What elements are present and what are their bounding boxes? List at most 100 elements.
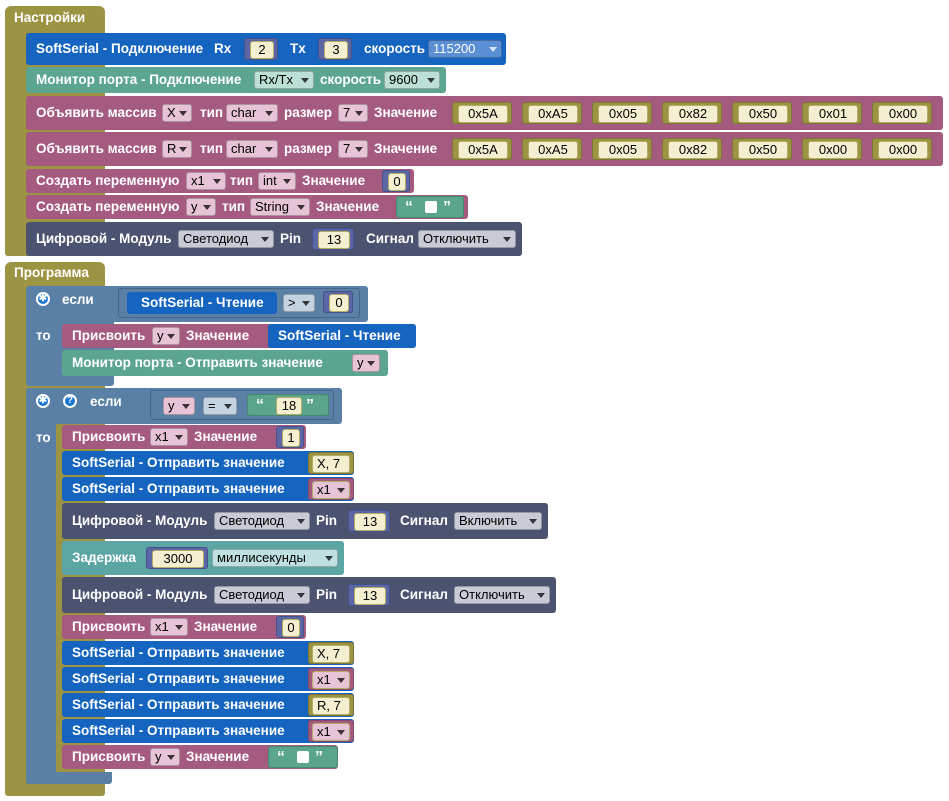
array-r-value-3[interactable]: 0x82 [662,138,722,160]
array-r-value-5-input[interactable]: 0x00 [808,141,858,159]
gear-icon[interactable]: ✱ [36,394,50,408]
assign-value-input[interactable]: 1 [282,429,300,447]
softserial-send-block[interactable]: SoftSerial - Отправить значение R, 7 [62,693,354,717]
array-x-value-4[interactable]: 0x50 [732,102,792,124]
if1-read-block[interactable]: SoftSerial - Чтение [127,292,277,314]
digital-pin-block[interactable]: 13 [348,510,390,532]
send-var-dropdown[interactable]: x1 [312,671,350,689]
assign-value-block[interactable]: 0 [276,616,304,638]
assign-x1-block[interactable]: Присвоить x1 Значение 1 [62,425,306,449]
send-value-input[interactable]: R, 7 [312,697,350,715]
if2-text-input[interactable]: 18 [276,397,302,415]
digital-pin-input[interactable]: 13 [354,513,386,531]
array-x-value-0-input[interactable]: 0x5A [458,105,508,123]
send-value-block[interactable]: X, 7 [308,452,354,474]
var-y-text-block[interactable]: “ ” [396,196,464,218]
var-x1-name-dropdown[interactable]: x1 [186,172,226,190]
if1-operator-dropdown[interactable]: > [283,294,315,312]
array-r-value-3-input[interactable]: 0x82 [668,141,718,159]
softserial-speed-dropdown[interactable]: 115200 [428,40,502,58]
empty-text-field[interactable] [425,201,437,213]
digital-block[interactable]: Цифровой - Модуль Светодиод Pin 13 Сигна… [62,503,548,539]
array-x-type-dropdown[interactable]: char [226,104,278,122]
digital-setup-pin-input[interactable]: 13 [318,231,350,249]
digital-block[interactable]: Цифровой - Модуль Светодиод Pin 13 Сигна… [62,577,556,613]
send-var-block[interactable]: x1 [308,720,354,742]
array-r-size-dropdown[interactable]: 7 [338,140,368,158]
assign-var-dropdown[interactable]: x1 [150,618,188,636]
softserial-send-block[interactable]: SoftSerial - Отправить значение X, 7 [62,641,354,665]
array-x-value-4-input[interactable]: 0x50 [738,105,788,123]
array-r-value-4-input[interactable]: 0x50 [738,141,788,159]
assign-text-block[interactable]: “ ” [268,746,338,768]
array-r-value-0[interactable]: 0x5A [452,138,512,160]
array-x-value-3[interactable]: 0x82 [662,102,722,124]
array-r-value-2-input[interactable]: 0x05 [598,141,648,159]
array-r-value-4[interactable]: 0x50 [732,138,792,160]
array-r-value-6[interactable]: 0x00 [872,138,932,160]
array-r-name-dropdown[interactable]: R [162,140,192,158]
array-x-value-5-input[interactable]: 0x01 [808,105,858,123]
array-x-value-2-input[interactable]: 0x05 [598,105,648,123]
digital-module-dropdown[interactable]: Светодиод [214,586,310,604]
array-x-value-2[interactable]: 0x05 [592,102,652,124]
digital-setup-module-dropdown[interactable]: Светодиод [178,230,274,248]
empty-text-field[interactable] [297,751,309,763]
array-r-block[interactable]: Объявить массив R тип char размер 7 Знач… [26,132,943,166]
array-r-value-1-input[interactable]: 0xA5 [528,141,578,159]
digital-setup-block[interactable]: Цифровой - Модуль Светодиод Pin 13 Сигна… [26,222,522,256]
gear-icon[interactable]: ✱ [36,292,50,306]
tx-value-input[interactable]: 3 [324,41,348,59]
digital-setup-signal-dropdown[interactable]: Отключить [418,230,516,248]
assign-value-block[interactable]: 1 [276,426,304,448]
digital-setup-pin-block[interactable]: 13 [312,228,354,250]
if1-assign-block[interactable]: Присвоить y Значение SoftSerial - Чтение [62,324,416,348]
array-x-value-0[interactable]: 0x5A [452,102,512,124]
array-x-value-6-input[interactable]: 0x00 [878,105,928,123]
if1-compare-block[interactable]: SoftSerial - Чтение > 0 [118,288,360,318]
if1-monitor-send-block[interactable]: Монитор порта - Отправить значение y [62,350,388,376]
var-y-name-dropdown[interactable]: y [186,198,216,216]
send-var-dropdown[interactable]: x1 [312,723,350,741]
digital-pin-block[interactable]: 13 [348,584,390,606]
help-icon[interactable]: ? [63,394,77,408]
assign-x1-block[interactable]: Присвоить x1 Значение 0 [62,615,306,639]
send-var-dropdown[interactable]: x1 [312,481,350,499]
digital-pin-input[interactable]: 13 [354,587,386,605]
if2-text-block[interactable]: “ 18 ” [247,394,329,416]
array-r-value-5[interactable]: 0x00 [802,138,862,160]
var-y-type-dropdown[interactable]: String [250,198,310,216]
array-x-block[interactable]: Объявить массив X тип char размер 7 Знач… [26,96,943,130]
if1-assign-var-dropdown[interactable]: y [152,327,180,345]
rx-value-block[interactable]: 2 [244,38,278,60]
if2-var-dropdown[interactable]: y [163,397,195,415]
array-x-value-6[interactable]: 0x00 [872,102,932,124]
digital-signal-dropdown[interactable]: Отключить [454,586,550,604]
delay-value-block[interactable]: 3000 [146,547,208,569]
softserial-send-block[interactable]: SoftSerial - Отправить значение x1 [62,477,354,501]
array-x-value-5[interactable]: 0x01 [802,102,862,124]
send-value-block[interactable]: R, 7 [308,694,354,716]
monitor-connect-block[interactable]: Монитор порта - Подключение Rx/Tx скорос… [26,67,446,93]
var-y-block[interactable]: Создать переменную y тип String Значение… [26,195,468,219]
if2-block[interactable] [26,388,56,784]
softserial-connect-block[interactable]: SoftSerial - Подключение Rx 2 Tx 3 скоро… [26,33,506,65]
send-value-block[interactable]: X, 7 [308,642,354,664]
assign-var-dropdown[interactable]: y [150,748,180,766]
send-var-block[interactable]: x1 [308,478,354,500]
monitor-speed-dropdown[interactable]: 9600 [384,71,440,89]
array-r-value-2[interactable]: 0x05 [592,138,652,160]
array-r-value-0-input[interactable]: 0x5A [458,141,508,159]
if1-compare-value-block[interactable]: 0 [323,291,353,313]
if1-monitor-send-var-dropdown[interactable]: y [352,354,380,372]
var-x1-block[interactable]: Создать переменную x1 тип int Значение 0 [26,169,414,193]
delay-unit-dropdown[interactable]: миллисекунды [212,549,338,567]
var-x1-value-input[interactable]: 0 [388,173,406,191]
assign-value-input[interactable]: 0 [282,619,300,637]
assign-var-dropdown[interactable]: x1 [150,428,188,446]
rx-value-input[interactable]: 2 [250,41,274,59]
var-x1-value-block[interactable]: 0 [382,170,410,192]
send-var-block[interactable]: x1 [308,668,354,690]
digital-module-dropdown[interactable]: Светодиод [214,512,310,530]
array-x-value-1[interactable]: 0xA5 [522,102,582,124]
